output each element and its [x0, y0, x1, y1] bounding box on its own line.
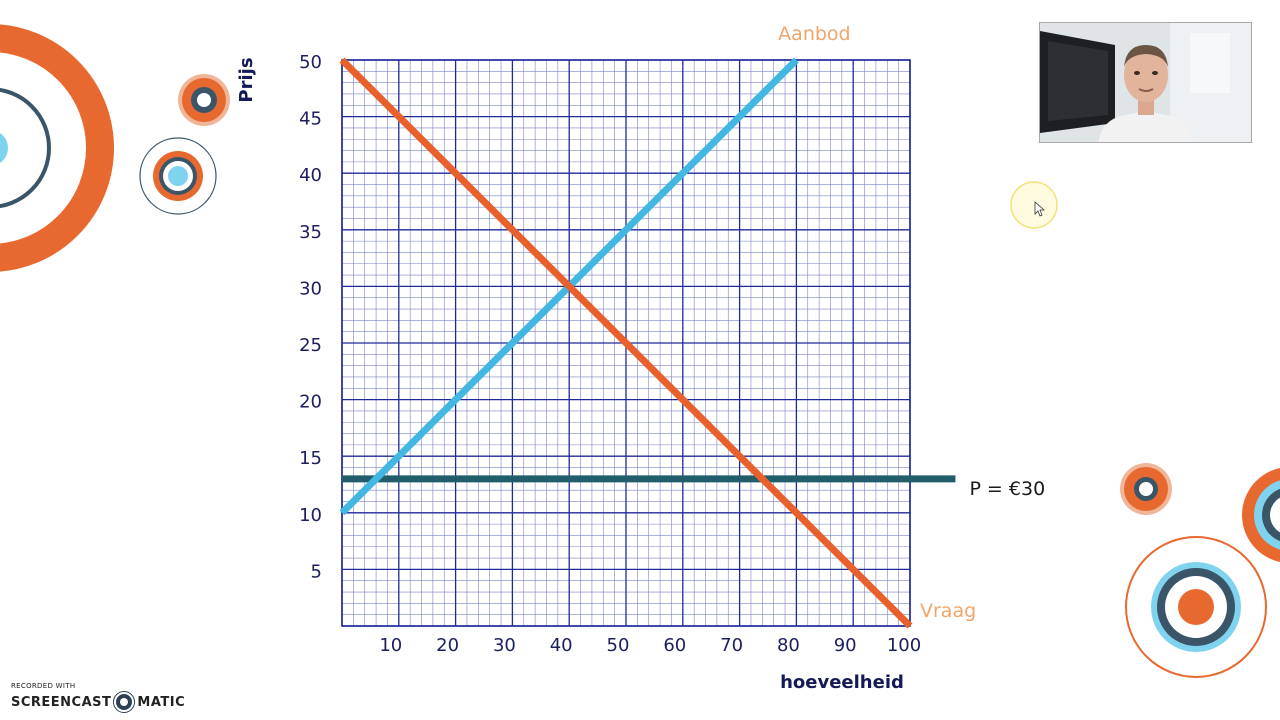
y-tick-label: 10 — [299, 505, 322, 526]
y-tick-labels: 5 10 15 20 25 30 35 40 45 50 — [299, 52, 322, 582]
decor-rings-bottom-right — [1125, 536, 1267, 678]
decor-rings-top-left — [0, 24, 114, 272]
screencast-logo-icon — [114, 692, 135, 712]
webcam-person-icon — [1040, 23, 1251, 142]
x-tick-label: 10 — [379, 635, 402, 656]
y-tick-label: 50 — [299, 52, 322, 73]
y-tick-label: 5 — [311, 561, 322, 582]
annotation-labels: P = €30 — [969, 478, 1045, 500]
screencast-watermark: RECORDED WITH SCREENCAST MATIC — [11, 682, 185, 712]
y-tick-label: 30 — [299, 278, 322, 299]
x-tick-label: 70 — [720, 635, 743, 656]
x-tick-label: 50 — [607, 635, 630, 656]
plot-frame — [341, 59, 911, 627]
presenter-webcam — [1039, 22, 1252, 143]
y-tick-label: 25 — [299, 335, 322, 356]
price-line-label: P = €30 — [969, 478, 1045, 500]
decor-rings-small-top — [178, 74, 230, 126]
y-tick-label: 45 — [299, 109, 322, 130]
x-tick-label: 90 — [834, 635, 857, 656]
watermark-top-text: RECORDED WITH — [11, 682, 76, 690]
y-tick-label: 35 — [299, 222, 322, 243]
decor-rings-right-edge — [1242, 468, 1280, 562]
x-tick-label: 30 — [493, 635, 516, 656]
x-tick-label: 40 — [550, 635, 573, 656]
series-lines — [339, 57, 913, 629]
x-tick-label: 80 — [777, 635, 800, 656]
series-label-aanbod: Aanbod — [778, 23, 850, 45]
x-tick-label: 20 — [436, 635, 459, 656]
x-tick-label: 60 — [663, 635, 686, 656]
y-tick-label: 15 — [299, 448, 322, 469]
decor-rings-right-small — [1120, 463, 1172, 515]
y-axis-title: Prijs — [236, 57, 257, 102]
watermark-right-text: MATIC — [137, 694, 186, 710]
series-label-vraag: Vraag — [920, 600, 976, 622]
x-tick-label: 100 — [887, 635, 921, 656]
watermark-left-text: SCREENCAST — [11, 694, 112, 710]
cursor-highlight — [1010, 181, 1058, 229]
x-tick-labels: 10 20 30 40 50 60 70 80 90 100 — [379, 635, 921, 656]
series-line-vraag — [339, 57, 913, 629]
x-axis-title: hoeveelheid — [780, 672, 904, 693]
y-tick-label: 20 — [299, 392, 322, 413]
y-tick-label: 40 — [299, 165, 322, 186]
series-labels: Aanbod Vraag — [778, 23, 976, 622]
decor-rings-small-mid — [139, 137, 217, 215]
